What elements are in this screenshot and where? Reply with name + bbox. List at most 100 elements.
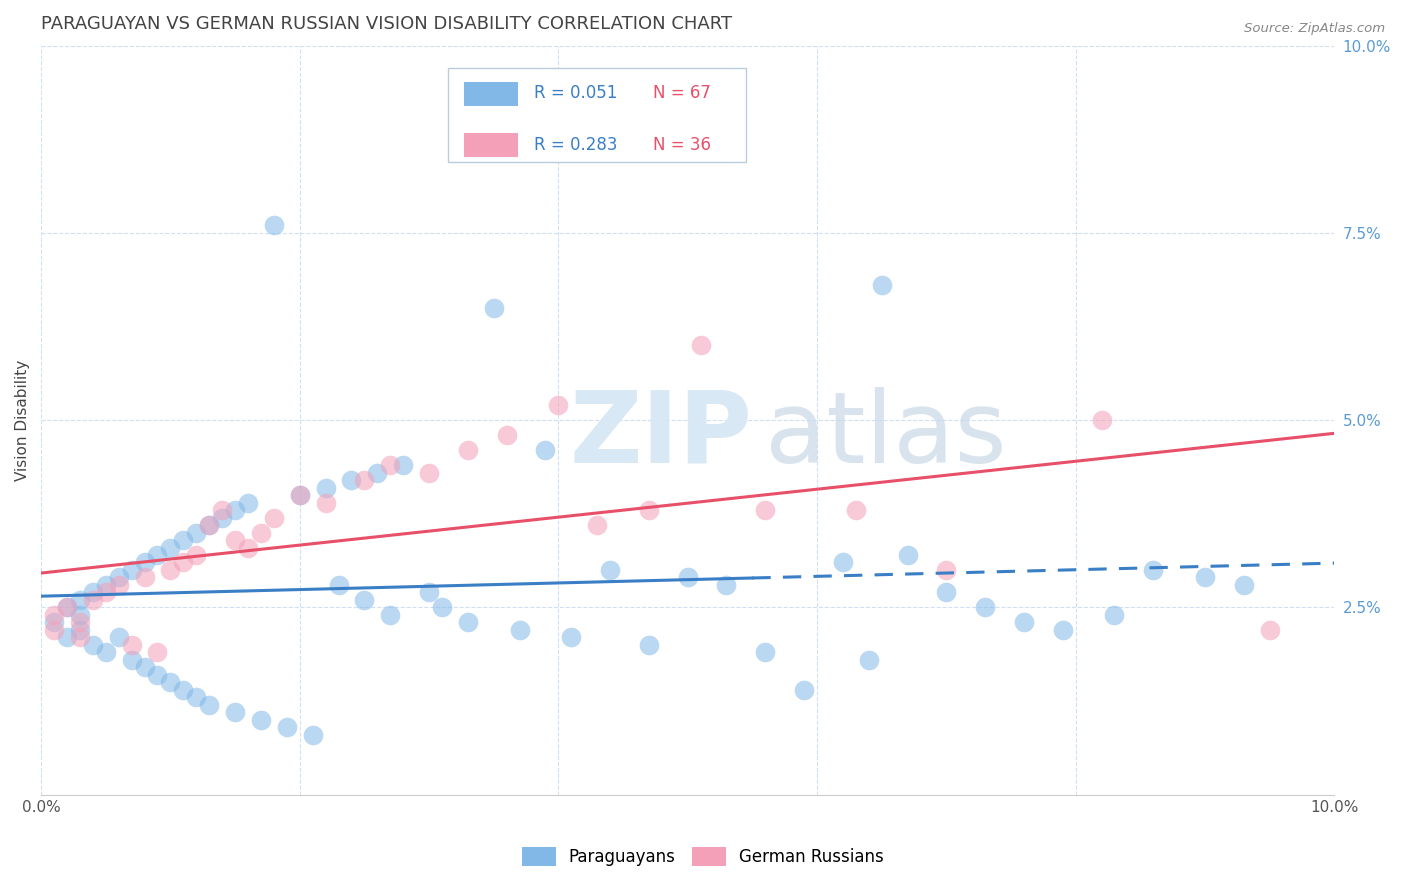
Point [198,698,221,712]
Point [1194,570,1216,584]
Text: atlas: atlas [765,386,1007,483]
Point [638,638,661,652]
Point [418,585,440,599]
Point [69,623,91,637]
Legend: Paraguayans, German Russians: Paraguayans, German Russians [513,838,893,875]
Point [211,510,233,524]
Point [495,428,517,442]
Point [172,682,194,697]
Point [793,682,815,697]
Y-axis label: Vision Disability: Vision Disability [15,359,30,481]
Point [676,570,699,584]
Point [250,713,273,727]
Point [42,623,65,637]
Point [263,219,285,233]
Point [69,607,91,622]
Point [107,631,129,645]
Point [224,533,246,547]
Point [134,556,156,570]
Point [172,533,194,547]
Point [380,607,402,622]
Point [870,278,893,293]
Point [94,578,117,592]
Point [457,615,479,630]
Point [935,585,957,599]
Point [198,518,221,533]
Point [198,518,221,533]
Point [1012,615,1035,630]
Point [689,338,711,352]
Point [224,706,246,720]
Point [186,525,208,540]
Point [1142,563,1164,577]
Point [236,541,259,555]
Point [288,488,311,502]
Point [134,570,156,584]
Point [896,548,918,562]
Point [586,518,609,533]
Point [107,578,129,592]
Point [288,488,311,502]
Text: Source: ZipAtlas.com: Source: ZipAtlas.com [1244,22,1385,36]
Point [482,301,505,315]
Point [250,525,273,540]
Text: N = 36: N = 36 [652,136,711,153]
Text: R = 0.283: R = 0.283 [534,136,617,153]
Point [42,615,65,630]
Point [340,473,363,487]
Point [159,541,181,555]
Point [42,607,65,622]
Point [276,720,298,734]
Point [392,458,415,472]
Point [509,623,531,637]
Point [56,600,79,615]
Point [1233,578,1256,592]
Point [845,503,868,517]
Point [754,645,776,659]
Point [1258,623,1281,637]
Point [82,593,104,607]
Point [599,563,621,577]
Point [236,495,259,509]
Point [56,600,79,615]
Point [328,578,350,592]
Point [134,660,156,674]
Point [831,556,853,570]
FancyBboxPatch shape [449,68,747,161]
Point [716,578,738,592]
Point [301,728,323,742]
Point [534,443,557,458]
FancyBboxPatch shape [464,133,519,157]
Point [353,593,375,607]
Point [315,495,337,509]
Point [366,466,388,480]
Text: PARAGUAYAN VS GERMAN RUSSIAN VISION DISABILITY CORRELATION CHART: PARAGUAYAN VS GERMAN RUSSIAN VISION DISA… [41,15,733,33]
Point [224,503,246,517]
Point [172,556,194,570]
Point [121,563,143,577]
Text: ZIP: ZIP [569,386,752,483]
Point [186,690,208,705]
Point [1052,623,1074,637]
Point [315,481,337,495]
Point [858,653,880,667]
Point [107,570,129,584]
Point [94,645,117,659]
Point [1104,607,1126,622]
Point [121,653,143,667]
Point [186,548,208,562]
Point [547,398,569,412]
Point [146,645,169,659]
Point [82,585,104,599]
Point [353,473,375,487]
Point [418,466,440,480]
Point [121,638,143,652]
Point [974,600,997,615]
Point [94,585,117,599]
Point [69,615,91,630]
Point [457,443,479,458]
Point [638,503,661,517]
Point [430,600,453,615]
Point [146,668,169,682]
Point [263,510,285,524]
